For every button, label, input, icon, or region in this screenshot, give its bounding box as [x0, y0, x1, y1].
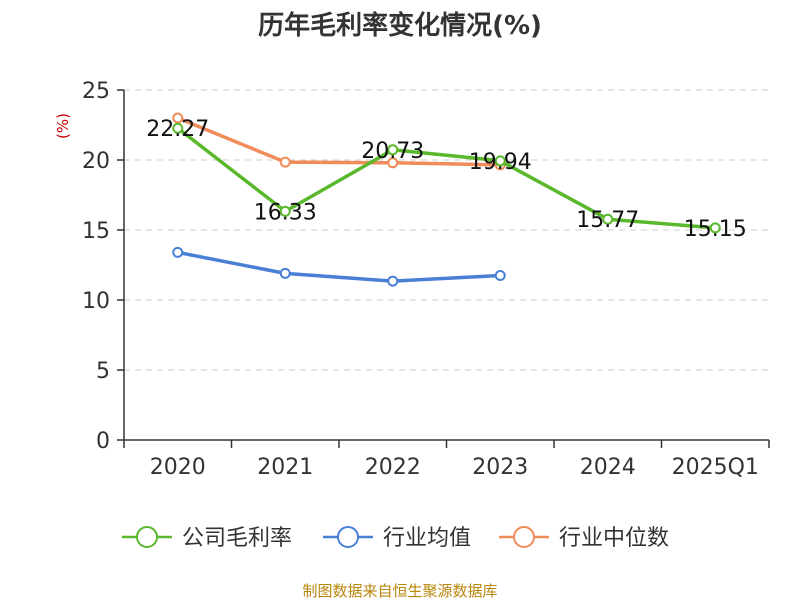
data-point	[494, 270, 506, 281]
x-tick-label: 2020	[150, 455, 206, 480]
legend: 公司毛利率 行业均值 行业中位数	[122, 526, 669, 551]
data-label: 15.77	[576, 208, 639, 233]
data-point	[709, 222, 721, 234]
x-tick-label: 2023	[472, 455, 528, 480]
data-point	[172, 112, 184, 124]
data-label: 19.94	[469, 150, 532, 175]
data-label: 20.73	[361, 139, 424, 164]
y-tick-label: 5	[96, 359, 110, 384]
data-label: 22.27	[146, 117, 209, 142]
data-label: 16.33	[254, 200, 317, 225]
series-line-1	[177, 250, 501, 283]
data-point	[494, 155, 506, 167]
series-line-0	[176, 126, 716, 230]
x-tick-label: 2025Q1	[672, 455, 759, 480]
data-label: 15.15	[684, 217, 747, 242]
x-tick-label: 2021	[257, 455, 313, 480]
legend-marker	[136, 526, 158, 548]
y-tick-label: 20	[82, 149, 110, 174]
data-point	[172, 246, 184, 258]
data-point	[279, 267, 291, 279]
data-point	[387, 275, 399, 287]
data-labels: 22.27 16.33 20.73 19.94 15.77 15.15	[146, 117, 746, 242]
series-line-2	[177, 116, 501, 167]
data-point	[602, 213, 614, 225]
grid-lines	[124, 89, 769, 371]
data-point	[387, 144, 399, 156]
legend-label: 公司毛利率	[182, 526, 292, 551]
data-point	[172, 122, 184, 134]
y-tick-label: 15	[82, 219, 110, 244]
legend-marker	[513, 526, 535, 548]
axes: 0 5 10 15 20 25 2020 2021 2022 2023 2024 2025Q1	[82, 79, 770, 480]
y-tick-label: 10	[82, 289, 110, 314]
legend-marker	[337, 526, 359, 548]
source-note: 制图数据来自恒生聚源数据库	[302, 582, 497, 600]
x-tick-label: 2024	[580, 455, 636, 480]
y-tick-label: 25	[82, 79, 110, 104]
x-tick-label: 2022	[365, 455, 421, 480]
data-point	[387, 157, 399, 169]
legend-label: 行业中位数	[559, 526, 669, 551]
y-axis-label: (%)	[54, 113, 72, 139]
chart-title: 历年毛利率变化情况(%)	[258, 10, 542, 41]
data-point	[279, 156, 291, 168]
series-layer	[172, 112, 721, 287]
y-tick-label: 0	[96, 429, 110, 454]
data-point	[279, 205, 291, 217]
legend-label: 行业均值	[383, 526, 471, 551]
